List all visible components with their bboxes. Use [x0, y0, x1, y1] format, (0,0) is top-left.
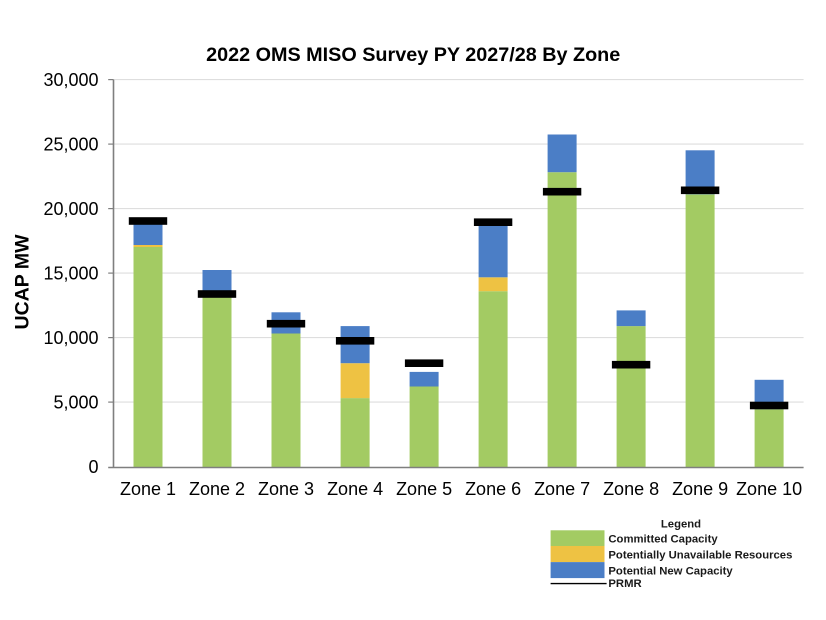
svg-text:Zone 7: Zone 7 — [534, 479, 590, 499]
svg-text:Potentially Unavailable Resour: Potentially Unavailable Resources — [608, 549, 792, 561]
svg-text:Zone 4: Zone 4 — [327, 479, 383, 499]
svg-text:Legend: Legend — [661, 518, 701, 530]
svg-text:2022 OMS MISO Survey PY 2027/2: 2022 OMS MISO Survey PY 2027/28 By Zone — [206, 44, 620, 66]
svg-text:Zone 8: Zone 8 — [603, 479, 659, 499]
svg-text:UCAP MW: UCAP MW — [12, 234, 34, 330]
svg-text:Committed Capacity: Committed Capacity — [608, 534, 718, 546]
svg-text:15,000: 15,000 — [43, 264, 98, 284]
svg-text:Potential New Capacity: Potential New Capacity — [608, 566, 733, 578]
svg-text:10,000: 10,000 — [43, 328, 98, 348]
svg-text:PRMR: PRMR — [608, 578, 641, 590]
svg-text:25,000: 25,000 — [43, 135, 98, 155]
svg-text:Zone 6: Zone 6 — [465, 479, 521, 499]
svg-text:30,000: 30,000 — [43, 70, 98, 90]
svg-text:Zone 2: Zone 2 — [189, 479, 245, 499]
svg-text:Zone 5: Zone 5 — [396, 479, 452, 499]
svg-text:Zone 10: Zone 10 — [736, 479, 802, 499]
svg-text:5,000: 5,000 — [53, 393, 98, 413]
svg-text:Zone 3: Zone 3 — [258, 479, 314, 499]
svg-text:0: 0 — [88, 457, 98, 477]
svg-text:Zone 9: Zone 9 — [672, 479, 728, 499]
svg-text:20,000: 20,000 — [43, 199, 98, 219]
svg-text:Zone 1: Zone 1 — [120, 479, 176, 499]
